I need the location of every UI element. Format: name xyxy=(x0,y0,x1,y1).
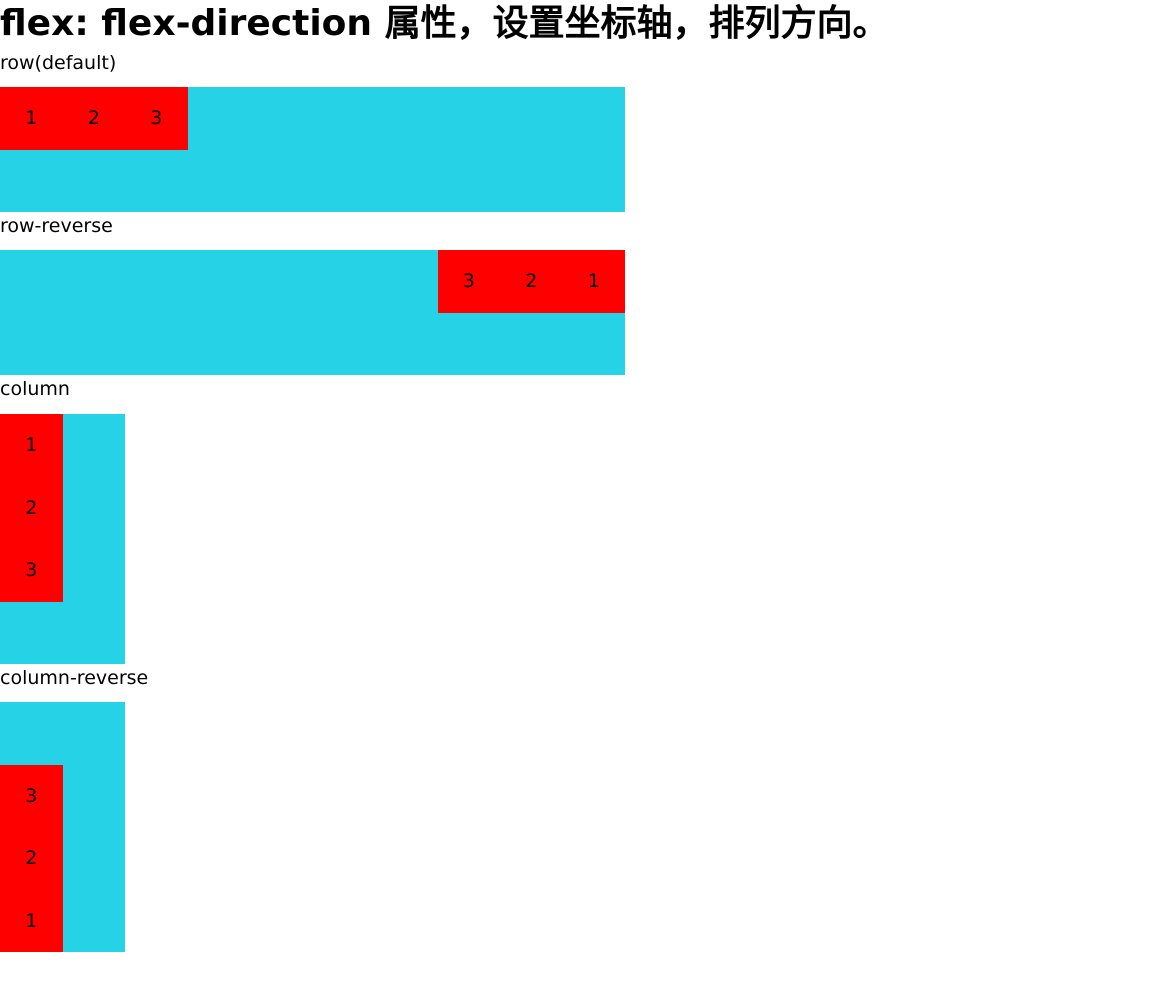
flex-item: 2 xyxy=(62,87,125,150)
flex-item: 2 xyxy=(0,827,63,890)
flex-item: 1 xyxy=(0,87,63,150)
flex-item: 3 xyxy=(0,764,63,827)
page-title: flex: flex-direction 属性，设置坐标轴，排列方向。 xyxy=(0,3,889,44)
flex-item: 1 xyxy=(0,889,63,952)
flex-item: 1 xyxy=(562,250,625,313)
flex-container-row: 1 2 3 xyxy=(0,87,625,212)
flex-item: 2 xyxy=(0,476,63,539)
section-label-column: column xyxy=(0,378,70,400)
flex-item: 2 xyxy=(500,250,563,313)
section-label-row: row(default) xyxy=(0,52,117,74)
flex-container-column: 1 2 3 xyxy=(0,414,125,664)
flex-item: 3 xyxy=(0,539,63,602)
flex-item: 1 xyxy=(0,414,63,477)
section-label-row-reverse: row-reverse xyxy=(0,215,113,237)
section-label-column-reverse: column-reverse xyxy=(0,667,149,689)
flex-container-row-reverse: 1 2 3 xyxy=(0,250,625,375)
flex-item: 3 xyxy=(437,250,500,313)
flex-item: 3 xyxy=(125,87,188,150)
flex-container-column-reverse: 1 2 3 xyxy=(0,702,125,952)
